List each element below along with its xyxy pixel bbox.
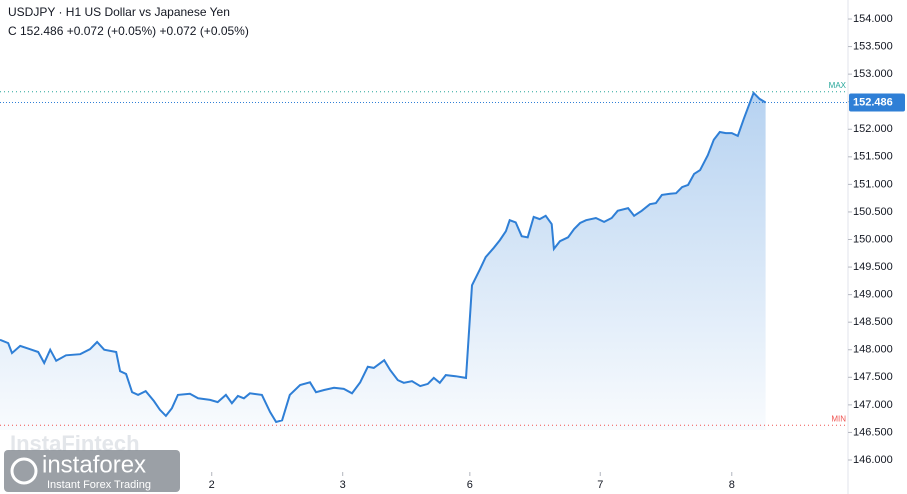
x-tick-label: 6 xyxy=(467,479,473,491)
logo-icon xyxy=(10,457,38,485)
y-tick-label: 154.000 xyxy=(853,13,893,25)
y-tick-label: 148.500 xyxy=(853,316,893,328)
y-tick-label: 149.500 xyxy=(853,261,893,273)
y-tick-label: 150.000 xyxy=(853,233,893,245)
y-tick-label: 148.000 xyxy=(853,344,893,356)
y-tick-label: 147.000 xyxy=(853,399,893,411)
last-price-box xyxy=(849,93,905,112)
x-tick-label: 3 xyxy=(340,479,346,491)
y-tick-label: 146.500 xyxy=(853,426,893,438)
chart-subtitle: C 152.486 +0.072 (+0.05%) +0.072 (+0.05%… xyxy=(8,24,249,38)
x-tick-label: 2 xyxy=(209,479,215,491)
area-fill xyxy=(0,92,766,431)
logo-box xyxy=(4,450,180,492)
logo-tagline: Instant Forex Trading xyxy=(47,479,151,491)
y-tick-label: 151.500 xyxy=(853,151,893,163)
chart-title: USDJPY · H1 US Dollar vs Japanese Yen xyxy=(8,5,230,19)
last-price-label: 152.486 xyxy=(853,96,893,108)
y-tick-label: 153.500 xyxy=(853,40,893,52)
min-label: MIN xyxy=(831,414,846,423)
y-tick-label: 146.000 xyxy=(853,454,893,466)
y-tick-label: 153.000 xyxy=(853,68,893,80)
x-tick-label: 8 xyxy=(729,479,735,491)
logo-name: instaforex xyxy=(42,451,146,478)
y-tick-label: 151.000 xyxy=(853,178,893,190)
max-label: MAX xyxy=(829,81,847,90)
price-line xyxy=(0,91,767,424)
x-tick-label: 7 xyxy=(597,479,603,491)
y-tick-label: 149.000 xyxy=(853,289,893,301)
y-tick-label: 152.000 xyxy=(853,123,893,135)
y-tick-label: 150.500 xyxy=(853,206,893,218)
y-tick-label: 147.500 xyxy=(853,371,893,383)
